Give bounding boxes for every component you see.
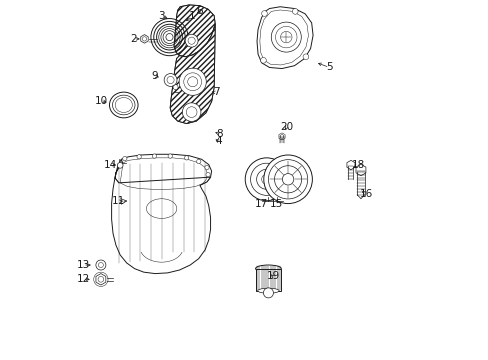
Text: 17: 17 (255, 199, 268, 209)
Polygon shape (115, 154, 211, 189)
Circle shape (182, 103, 201, 121)
Text: 16: 16 (359, 189, 372, 199)
Text: 20: 20 (280, 122, 293, 132)
Circle shape (263, 288, 273, 298)
Circle shape (263, 155, 312, 203)
Polygon shape (111, 159, 210, 274)
Polygon shape (141, 35, 148, 43)
Text: 2: 2 (130, 34, 137, 44)
Text: 12: 12 (76, 274, 89, 284)
Circle shape (204, 165, 209, 170)
Circle shape (96, 260, 106, 270)
Circle shape (168, 154, 172, 158)
Text: 8: 8 (216, 129, 223, 139)
Ellipse shape (115, 98, 132, 112)
Circle shape (185, 34, 198, 47)
Polygon shape (170, 24, 215, 123)
Text: 19: 19 (266, 271, 279, 282)
Text: 9: 9 (151, 71, 158, 81)
Circle shape (152, 154, 156, 158)
Circle shape (117, 162, 123, 168)
Text: 1: 1 (188, 12, 195, 21)
Circle shape (179, 68, 206, 95)
Circle shape (173, 85, 178, 90)
Ellipse shape (257, 288, 279, 293)
Text: 3: 3 (158, 11, 164, 21)
Text: 18: 18 (351, 160, 364, 170)
Text: 11: 11 (112, 197, 125, 206)
Circle shape (260, 58, 266, 63)
Circle shape (164, 73, 177, 86)
Circle shape (122, 157, 127, 161)
Polygon shape (355, 164, 365, 176)
Ellipse shape (255, 265, 281, 272)
Circle shape (137, 155, 141, 159)
Circle shape (244, 158, 287, 201)
Ellipse shape (109, 92, 138, 118)
Ellipse shape (112, 95, 135, 115)
Text: 15: 15 (269, 199, 283, 209)
Circle shape (165, 33, 173, 41)
Circle shape (261, 11, 267, 17)
Circle shape (205, 172, 210, 177)
Polygon shape (174, 5, 215, 57)
Polygon shape (174, 5, 215, 57)
Text: 14: 14 (104, 159, 117, 170)
Text: 7: 7 (212, 87, 219, 98)
Text: 10: 10 (94, 96, 107, 106)
Circle shape (184, 156, 188, 160)
Text: 13: 13 (76, 260, 89, 270)
Circle shape (292, 9, 298, 14)
Polygon shape (257, 7, 312, 68)
Polygon shape (96, 274, 105, 285)
Circle shape (303, 54, 308, 60)
Polygon shape (278, 133, 285, 140)
Polygon shape (346, 160, 354, 170)
FancyBboxPatch shape (255, 269, 281, 291)
Circle shape (196, 159, 201, 163)
Polygon shape (170, 24, 215, 123)
Text: 5: 5 (325, 63, 332, 72)
Text: 4: 4 (215, 136, 222, 147)
Text: 6: 6 (196, 6, 203, 17)
